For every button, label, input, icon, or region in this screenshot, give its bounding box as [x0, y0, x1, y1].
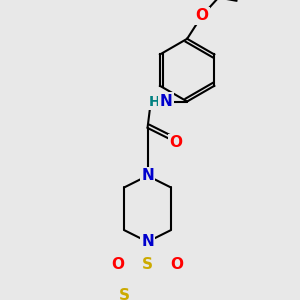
Text: N: N [159, 94, 172, 109]
Text: O: O [169, 135, 182, 150]
Text: S: S [142, 257, 153, 272]
Text: S: S [118, 288, 129, 300]
Text: N: N [141, 168, 154, 183]
Text: H: H [148, 94, 160, 109]
Text: O: O [111, 257, 124, 272]
Text: O: O [171, 257, 184, 272]
Text: O: O [196, 8, 208, 23]
Text: N: N [141, 234, 154, 249]
